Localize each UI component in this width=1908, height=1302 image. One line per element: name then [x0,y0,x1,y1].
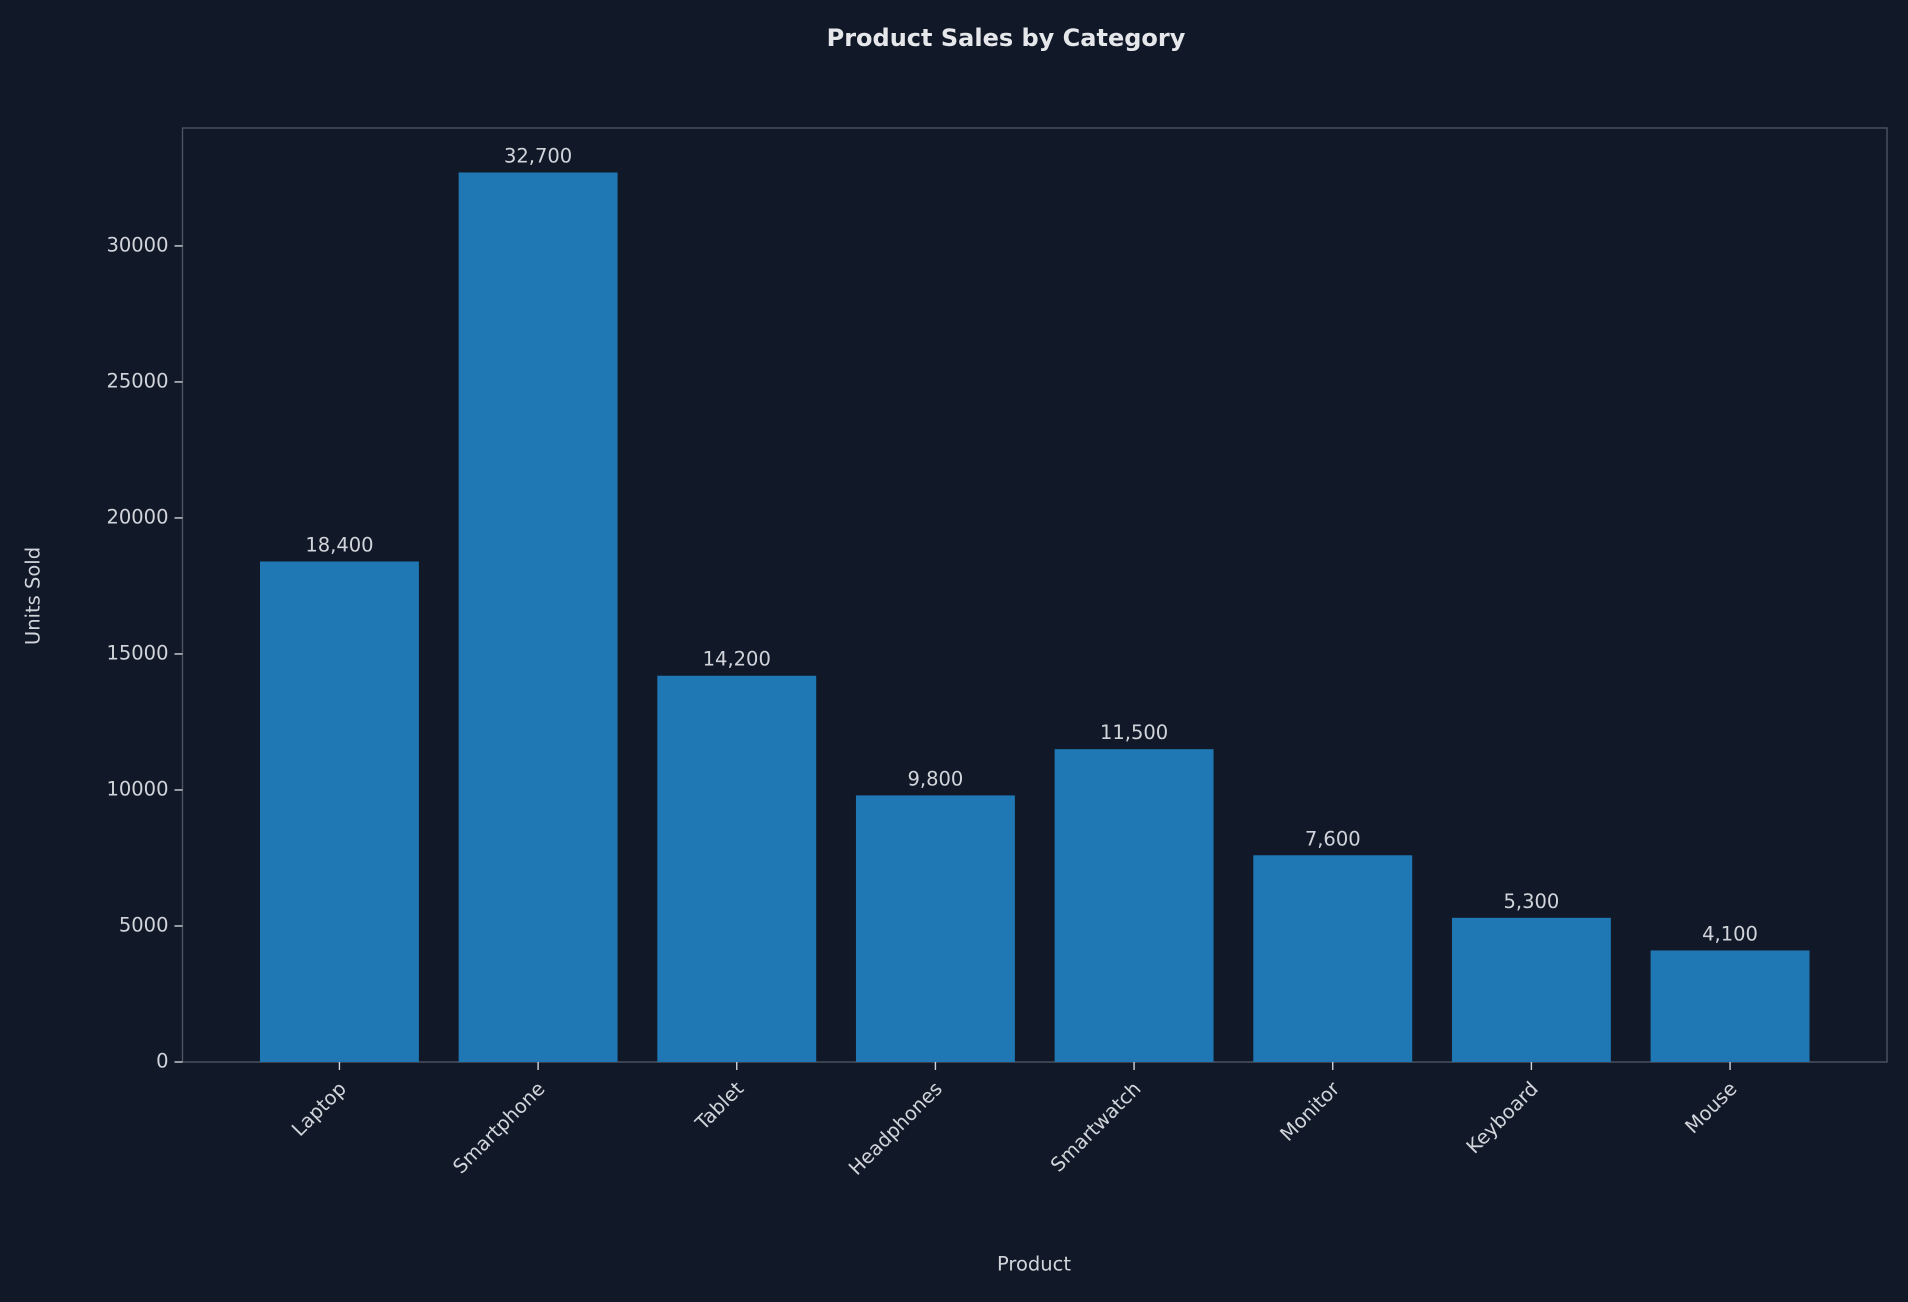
bar [259,561,419,1062]
value-label: 14,200 [703,648,771,671]
x-axis-label: Product [997,1253,1071,1276]
bar [1253,855,1413,1062]
bar [855,795,1015,1062]
y-tick-label: 15000 [106,641,168,664]
plot-frame [181,127,1888,1063]
y-axis-label: Units Sold [22,547,45,645]
value-label: 9,800 [908,767,964,790]
y-tick-label: 20000 [106,505,168,528]
value-label: 7,600 [1305,827,1361,850]
bar [1054,749,1214,1062]
y-tick-label: 0 [156,1050,168,1073]
chart-title: Product Sales by Category [827,24,1186,52]
value-label: 11,500 [1100,721,1168,744]
y-tick-label: 5000 [119,913,169,936]
y-tick-label: 30000 [106,233,168,256]
bar [458,172,618,1062]
bar [657,675,817,1062]
value-label: 18,400 [305,533,373,556]
y-tick-label: 10000 [106,777,168,800]
value-label: 5,300 [1503,890,1559,913]
value-label: 4,100 [1702,922,1758,945]
bar [1650,950,1810,1062]
bar [1451,917,1611,1062]
y-tick-label: 25000 [106,369,168,392]
value-label: 32,700 [504,144,572,167]
